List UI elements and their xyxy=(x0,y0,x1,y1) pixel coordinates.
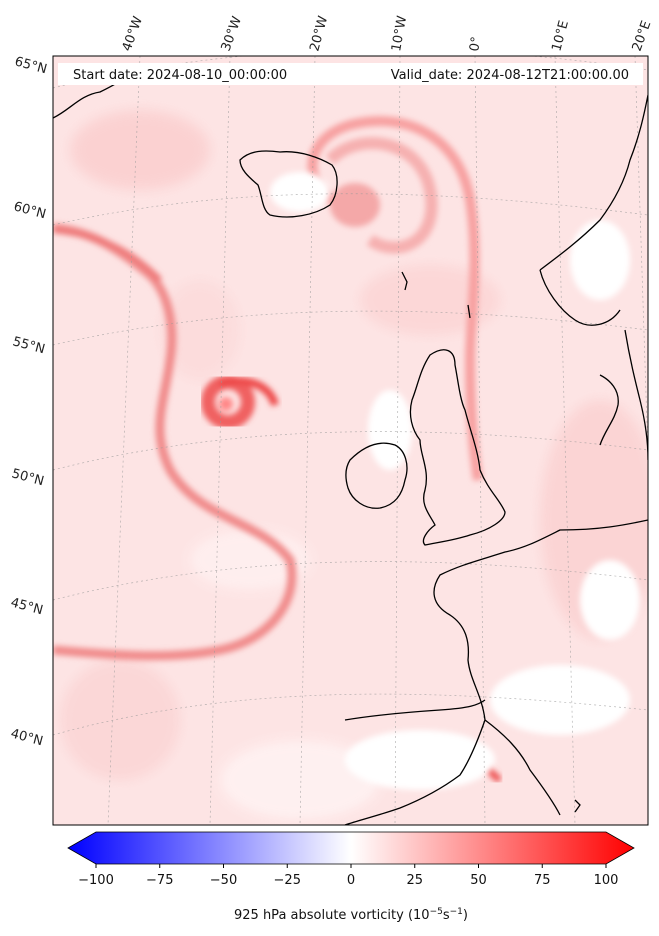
mediterranean-coast xyxy=(484,719,561,816)
lat-label-50n: 50°N xyxy=(10,466,46,489)
frontal-band xyxy=(53,223,297,661)
lat-label-55n: 55°N xyxy=(11,334,47,357)
graticule xyxy=(53,56,648,825)
lon-label-30w: 30°W xyxy=(219,14,245,53)
colorbar: −100 −75 −50 −25 0 25 50 75 100 925 hPa … xyxy=(67,831,635,923)
colorbar-tick-labels: −100 −75 −50 −25 0 25 50 75 100 xyxy=(78,873,618,888)
cb-tick-label: −100 xyxy=(78,873,114,888)
lon-label-10w: 10°W xyxy=(389,15,410,53)
cb-tick-label: −25 xyxy=(274,873,301,888)
lat-label-65n: 65°N xyxy=(13,54,49,77)
colorbar-body xyxy=(67,831,635,865)
cb-tick-label: 50 xyxy=(470,873,487,888)
norway-coast xyxy=(539,94,648,271)
lon-label-20e: 20°E xyxy=(630,19,655,54)
lon-label-10e: 10°E xyxy=(549,19,572,53)
southern-norway-coast xyxy=(539,269,621,326)
cb-tick-label: 25 xyxy=(406,873,423,888)
lat-label-45n: 45°N xyxy=(9,595,45,618)
iceland-coast xyxy=(239,150,338,218)
colorbar-ticks xyxy=(95,864,607,868)
map-panel xyxy=(53,56,648,825)
cb-tick-label: −50 xyxy=(210,873,237,888)
denmark-coast xyxy=(599,374,619,446)
cb-tick-label: 0 xyxy=(347,873,355,888)
lat-label-40n: 40°N xyxy=(9,726,45,749)
atlantic-cyclone xyxy=(201,375,279,429)
lat-label-60n: 60°N xyxy=(12,199,48,222)
colorbar-label: 925 hPa absolute vorticity (10−5s−1) xyxy=(234,907,468,923)
lon-label-0: 0° xyxy=(467,36,484,53)
iberia-north-coast xyxy=(344,699,486,721)
valid-date-label: Valid_date: 2024-08-12T21:00:00.00 xyxy=(391,68,629,83)
continental-coast xyxy=(344,519,648,825)
map-frame xyxy=(52,55,649,826)
lon-label-20w: 20°W xyxy=(307,14,331,53)
lon-label-40w: 40°W xyxy=(120,14,146,53)
britain-coast xyxy=(409,349,506,546)
low-vorticity-areas xyxy=(270,172,640,790)
start-date-label: Start date: 2024-08-10_00:00:00 xyxy=(73,68,287,83)
ireland-coast xyxy=(345,442,408,509)
longitude-labels: 40°W 30°W 20°W 10°W 0° 10°E 20°E xyxy=(120,14,655,53)
baltic-coast xyxy=(624,329,648,461)
cb-tick-label: 100 xyxy=(594,873,619,888)
header-strip xyxy=(58,63,643,85)
cb-tick-label: −75 xyxy=(146,873,173,888)
latitude-labels: 65°N 60°N 55°N 50°N 45°N 40°N xyxy=(9,54,49,749)
cb-tick-label: 75 xyxy=(534,873,551,888)
